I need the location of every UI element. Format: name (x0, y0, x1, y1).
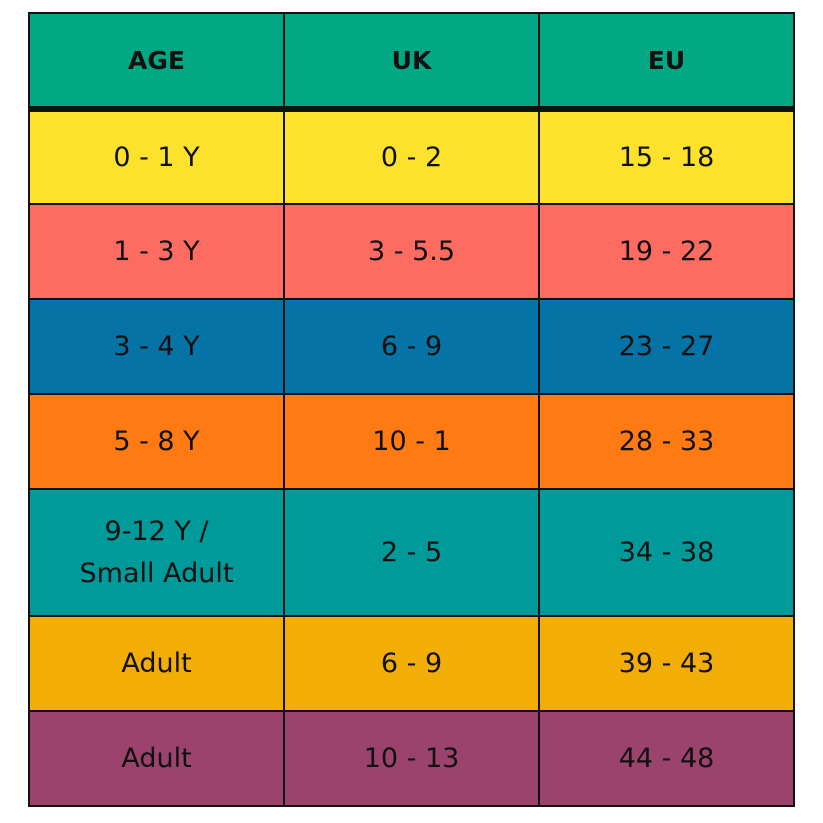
table-cell: 39 - 43 (538, 615, 795, 712)
table-cell: Adult (28, 615, 285, 712)
header-cell: UK (283, 12, 540, 112)
table-cell: Adult (28, 710, 285, 807)
table-row: Adult 10 - 13 44 - 48 (28, 710, 795, 807)
table-cell: 3 - 4 Y (28, 298, 285, 395)
table-cell: 23 - 27 (538, 298, 795, 395)
table-cell: 9-12 Y / Small Adult (28, 488, 285, 617)
table-cell: 3 - 5.5 (283, 203, 540, 300)
header-row: AGE UK EU (28, 12, 795, 112)
table-cell: 15 - 18 (538, 108, 795, 205)
table-row: 5 - 8 Y 10 - 1 28 - 33 (28, 393, 795, 490)
table-cell: 44 - 48 (538, 710, 795, 807)
table-cell: 34 - 38 (538, 488, 795, 617)
table-row: 9-12 Y / Small Adult 2 - 5 34 - 38 (28, 488, 795, 617)
table-cell: 2 - 5 (283, 488, 540, 617)
table-cell: 6 - 9 (283, 298, 540, 395)
table-cell: 5 - 8 Y (28, 393, 285, 490)
table-cell: 0 - 1 Y (28, 108, 285, 205)
table-cell: 28 - 33 (538, 393, 795, 490)
header-cell: AGE (28, 12, 285, 112)
table-cell: 1 - 3 Y (28, 203, 285, 300)
table-cell: 6 - 9 (283, 615, 540, 712)
header-cell: EU (538, 12, 795, 112)
table-cell: 0 - 2 (283, 108, 540, 205)
table-cell: 10 - 1 (283, 393, 540, 490)
table-cell: 10 - 13 (283, 710, 540, 807)
table-row: Adult 6 - 9 39 - 43 (28, 615, 795, 712)
table-cell: 19 - 22 (538, 203, 795, 300)
